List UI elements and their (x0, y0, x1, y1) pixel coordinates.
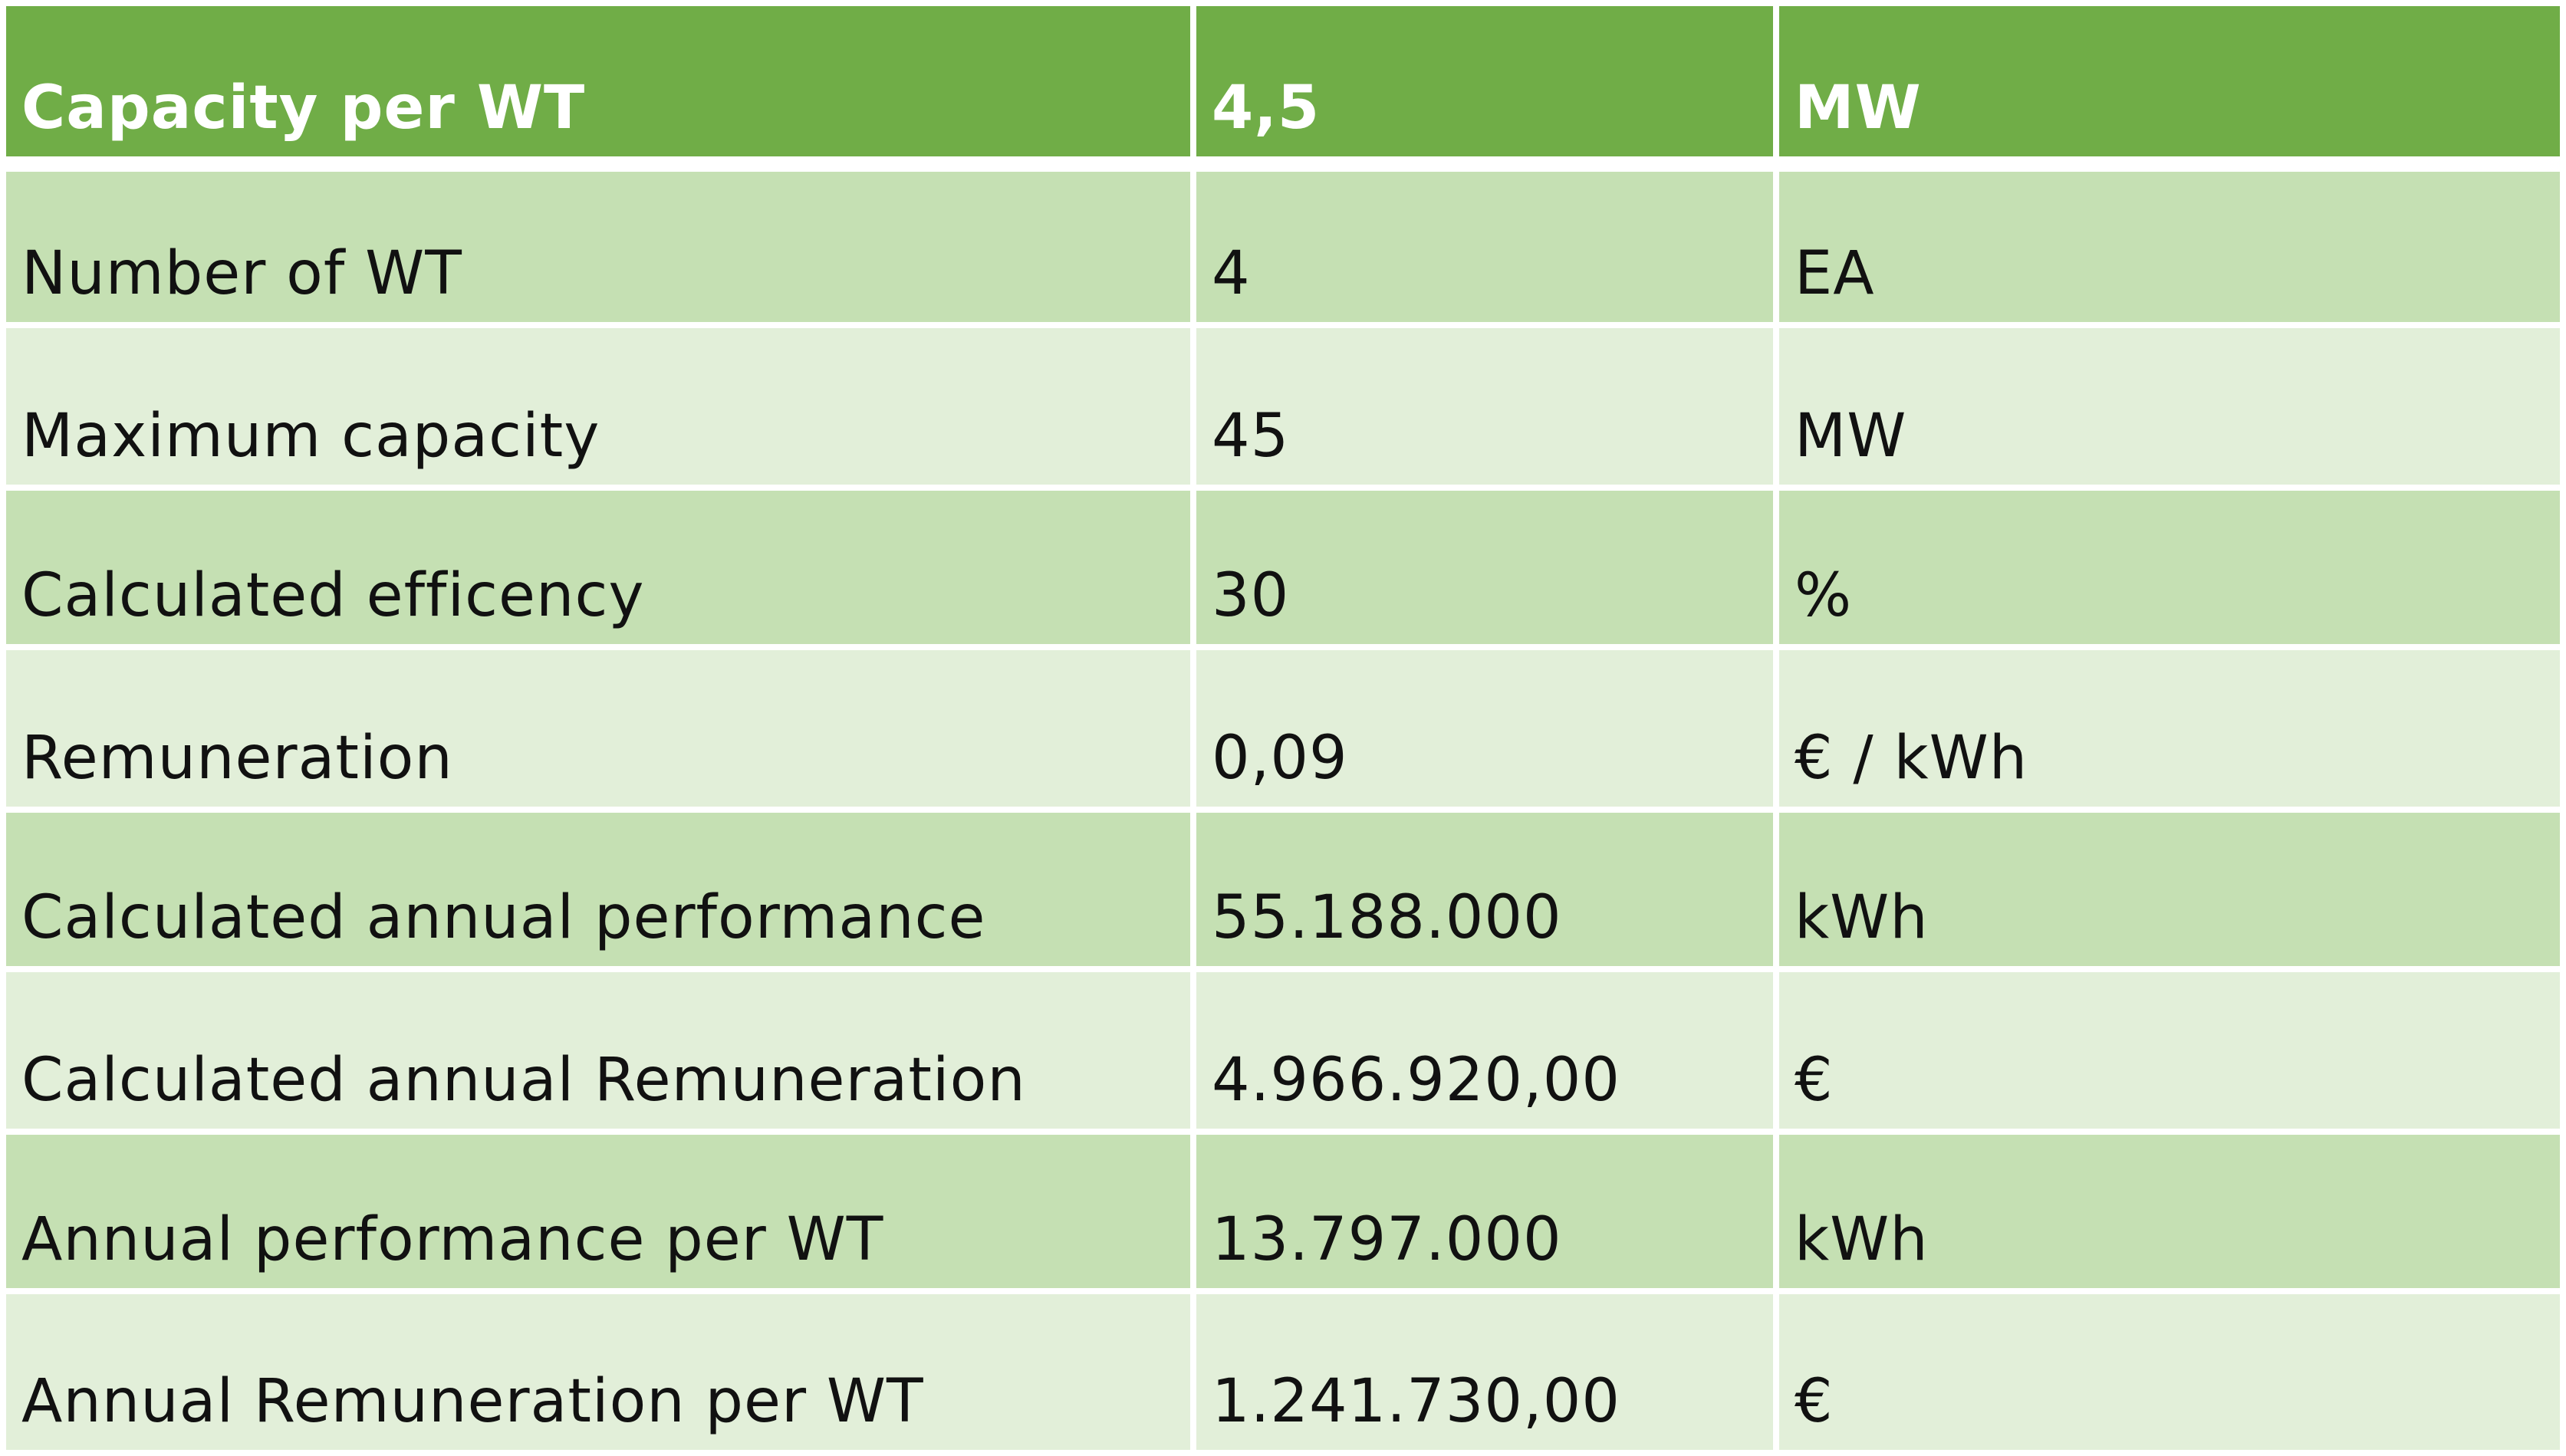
row-value-cell: 45 (1196, 328, 1773, 485)
row-label-cell: Maximum capacity (6, 328, 1190, 485)
header-value-cell: 4,5 (1196, 6, 1773, 156)
row-value-cell: 1.241.730,00 (1196, 1294, 1773, 1450)
row-value-cell: 13.797.000 (1196, 1135, 1773, 1288)
row-unit-cell: MW (1779, 328, 2560, 485)
table-row: Number of WT 4 EA (0, 172, 2566, 322)
row-value-cell: 4 (1196, 172, 1773, 322)
table-row: Annual Remuneration per WT 1.241.730,00 … (0, 1294, 2566, 1450)
row-unit-cell: % (1779, 491, 2560, 644)
table-row: Remuneration 0,09 € / kWh (0, 650, 2566, 807)
table-header-row: Capacity per WT 4,5 MW (0, 6, 2566, 156)
table-row: Calculated annual Remuneration 4.966.920… (0, 972, 2566, 1129)
row-label-cell: Calculated efficency (6, 491, 1190, 644)
table-row: Calculated annual performance 55.188.000… (0, 813, 2566, 966)
row-value-cell: 30 (1196, 491, 1773, 644)
row-unit-cell: kWh (1779, 813, 2560, 966)
row-unit-cell: EA (1779, 172, 2560, 322)
row-value-cell: 4.966.920,00 (1196, 972, 1773, 1129)
table-row: Calculated efficency 30 % (0, 491, 2566, 644)
header-label-cell: Capacity per WT (6, 6, 1190, 156)
row-label-cell: Calculated annual performance (6, 813, 1190, 966)
row-unit-cell: kWh (1779, 1135, 2560, 1288)
row-label-cell: Calculated annual Remuneration (6, 972, 1190, 1129)
row-label-cell: Number of WT (6, 172, 1190, 322)
row-unit-cell: € (1779, 1294, 2560, 1450)
row-label-cell: Annual performance per WT (6, 1135, 1190, 1288)
table-row: Maximum capacity 45 MW (0, 328, 2566, 485)
row-unit-cell: € (1779, 972, 2560, 1129)
header-unit-cell: MW (1779, 6, 2560, 156)
row-label-cell: Remuneration (6, 650, 1190, 807)
row-label-cell: Annual Remuneration per WT (6, 1294, 1190, 1450)
row-value-cell: 0,09 (1196, 650, 1773, 807)
row-value-cell: 55.188.000 (1196, 813, 1773, 966)
table-row: Annual performance per WT 13.797.000 kWh (0, 1135, 2566, 1288)
row-unit-cell: € / kWh (1779, 650, 2560, 807)
